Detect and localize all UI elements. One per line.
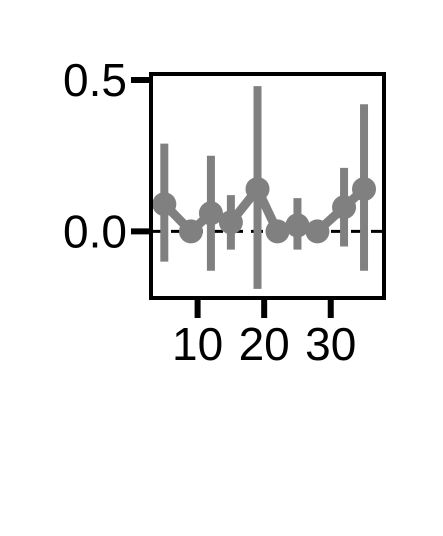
data-point-5 [245, 177, 270, 202]
plot-frame [149, 72, 386, 300]
data-point-2 [178, 219, 203, 244]
data-point-6 [265, 219, 290, 244]
data-point-8 [305, 219, 330, 244]
x-tick-label-3: 30 [305, 318, 356, 370]
data-point-9 [332, 195, 357, 220]
y-tick-label-1: 0.5 [63, 54, 127, 106]
plot-area [151, 86, 384, 289]
x-tick-label-2: 20 [239, 318, 290, 370]
data-point-3 [198, 201, 223, 226]
data-point-10 [352, 177, 377, 202]
data-point-7 [285, 213, 310, 238]
y-axis: 0.5 0.0 [63, 54, 151, 257]
x-tick-label-1: 10 [172, 318, 223, 370]
series-line [161, 184, 368, 236]
y-tick-label-2: 0.0 [63, 205, 127, 257]
data-point-4 [218, 210, 243, 235]
x-axis: 10 20 30 [172, 298, 356, 370]
data-points [152, 177, 377, 244]
data-point-1 [152, 192, 177, 217]
